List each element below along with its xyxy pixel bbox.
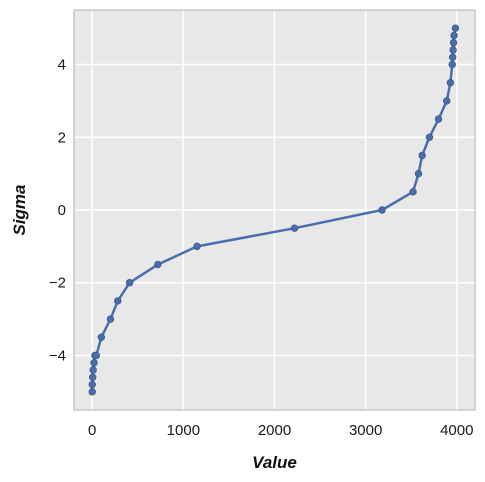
x-axis-title: Value [252,453,297,472]
y-axis-title: Sigma [10,184,29,235]
x-tick-label: 4000 [440,422,473,439]
x-tick-label: 1000 [167,422,200,439]
data-point [92,351,101,360]
data-point [449,46,457,54]
data-point [89,366,97,374]
data-point [88,380,96,389]
data-point [449,39,458,47]
plot-frame [73,9,476,411]
x-tick-labels: 0 1000 2000 3000 4000 [88,422,473,439]
data-point [443,97,451,105]
data-point [125,279,134,287]
y-tick-labels: −4 −2 0 2 4 [49,57,66,365]
data-point [114,297,122,305]
data-point [450,31,458,40]
data-point [409,188,417,196]
data-point [154,260,162,269]
data-point [88,388,96,396]
data-point [290,224,299,232]
y-tick-label: −4 [49,347,66,364]
data-point [88,373,97,381]
y-tick-label: 4 [58,57,66,74]
data-point [414,169,423,178]
data-point [425,133,434,141]
y-tick-label: 0 [58,202,66,219]
data-point [434,115,443,123]
y-tick-label: −2 [49,275,66,292]
data-point [448,53,457,61]
data-series [88,24,460,396]
data-point [193,242,201,251]
data-point [106,315,115,323]
y-tick-label: 2 [58,129,66,146]
x-tick-label: 2000 [258,422,291,439]
data-point [97,333,106,341]
data-point [378,206,386,214]
data-point [451,24,460,32]
data-point [90,359,98,367]
data-point [448,60,456,69]
x-tick-label: 0 [88,422,96,439]
x-tick-label: 3000 [349,422,382,439]
data-point [418,151,426,160]
data-point [446,79,455,87]
grid-lines [74,10,475,410]
